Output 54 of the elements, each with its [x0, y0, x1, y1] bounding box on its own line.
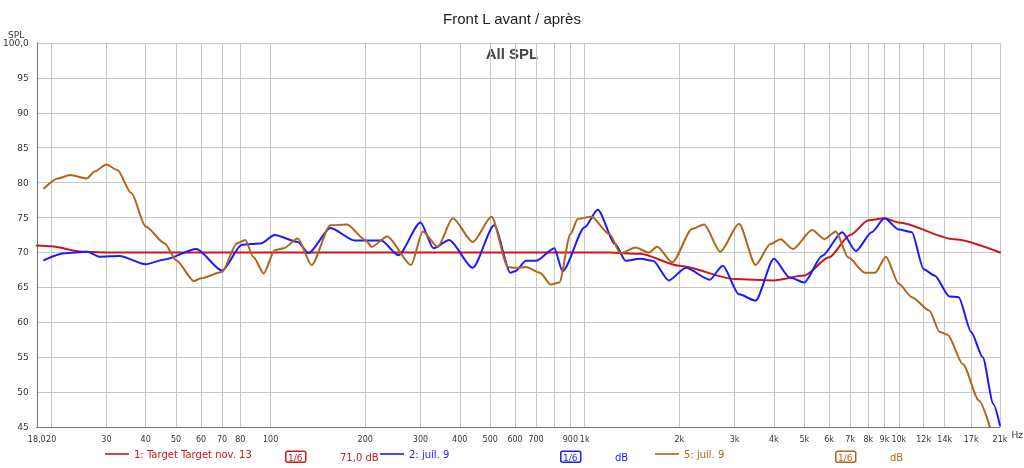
y-tick-label: 95	[17, 72, 29, 83]
x-tick-label: 8k	[863, 434, 874, 444]
x-tick-label: 900	[562, 434, 578, 444]
x-tick-label: 50	[171, 434, 182, 444]
x-tick-label: 7k	[845, 434, 856, 444]
y-tick-label: 100,0	[3, 38, 30, 48]
text: 1/6	[288, 452, 303, 463]
x-tick-label: 21k	[992, 434, 1008, 444]
x-tick-label: 1k	[579, 434, 590, 444]
x-tick-label: 60	[195, 434, 207, 444]
x-tick-label: 18,0	[27, 434, 46, 444]
x-tick-label: 17k	[963, 434, 979, 444]
text: dB	[890, 451, 904, 463]
y-tick-label: 55	[17, 352, 29, 363]
x-tick-label: 20	[46, 434, 57, 444]
x-tick-label: 40	[140, 434, 151, 444]
x-tick-label: 12k	[916, 434, 932, 444]
text: 1/6	[838, 452, 853, 463]
x-tick-label: 300	[412, 434, 429, 444]
y-tick-label: 45	[17, 422, 29, 432]
text: 71,0 dB	[340, 451, 379, 463]
chart-title: Front L avant / après	[443, 10, 581, 27]
x-tick-label: 30	[101, 434, 112, 444]
x-tick-label: 2k	[674, 434, 685, 444]
y-tick-label: 75	[17, 212, 29, 223]
x-tick-label: 400	[452, 434, 468, 444]
text: dB	[615, 451, 629, 463]
y-tick-label: 65	[17, 282, 29, 293]
x-tick-label: 70	[216, 434, 228, 444]
x-tick-label: 9k	[879, 434, 890, 444]
x-tick-label: 6k	[824, 434, 835, 444]
legend-label: 5: juil. 9	[684, 448, 725, 460]
x-tick-label: 10k	[891, 434, 907, 444]
x-tick-label: 100	[263, 434, 279, 444]
x-tick-label: 700	[528, 434, 544, 444]
x-tick-label: 3k	[729, 434, 740, 444]
x-tick-label: 200	[357, 434, 373, 444]
y-tick-label: 90	[17, 107, 30, 118]
legend-label: 2: juil. 9	[409, 448, 450, 460]
x-tick-label: 80	[235, 434, 246, 444]
y-tick-label: 50	[17, 387, 30, 398]
y-axis-title: SPL	[8, 29, 25, 40]
y-tick-label: 70	[17, 247, 30, 258]
text: 1/6	[563, 452, 578, 463]
y-tick-label: 60	[17, 317, 30, 328]
x-tick-label: 600	[507, 434, 523, 444]
x-tick-label: 500	[482, 434, 498, 444]
x-tick-label: 4k	[768, 434, 780, 444]
x-tick-label: 14k	[937, 434, 953, 444]
y-tick-label: 80	[17, 177, 30, 188]
x-tick-label: 5k	[799, 434, 810, 444]
y-tick-label: 85	[17, 142, 29, 153]
x-axis-title: Hz	[1011, 429, 1024, 440]
legend-label: 1: Target Target nov. 13	[134, 448, 252, 460]
